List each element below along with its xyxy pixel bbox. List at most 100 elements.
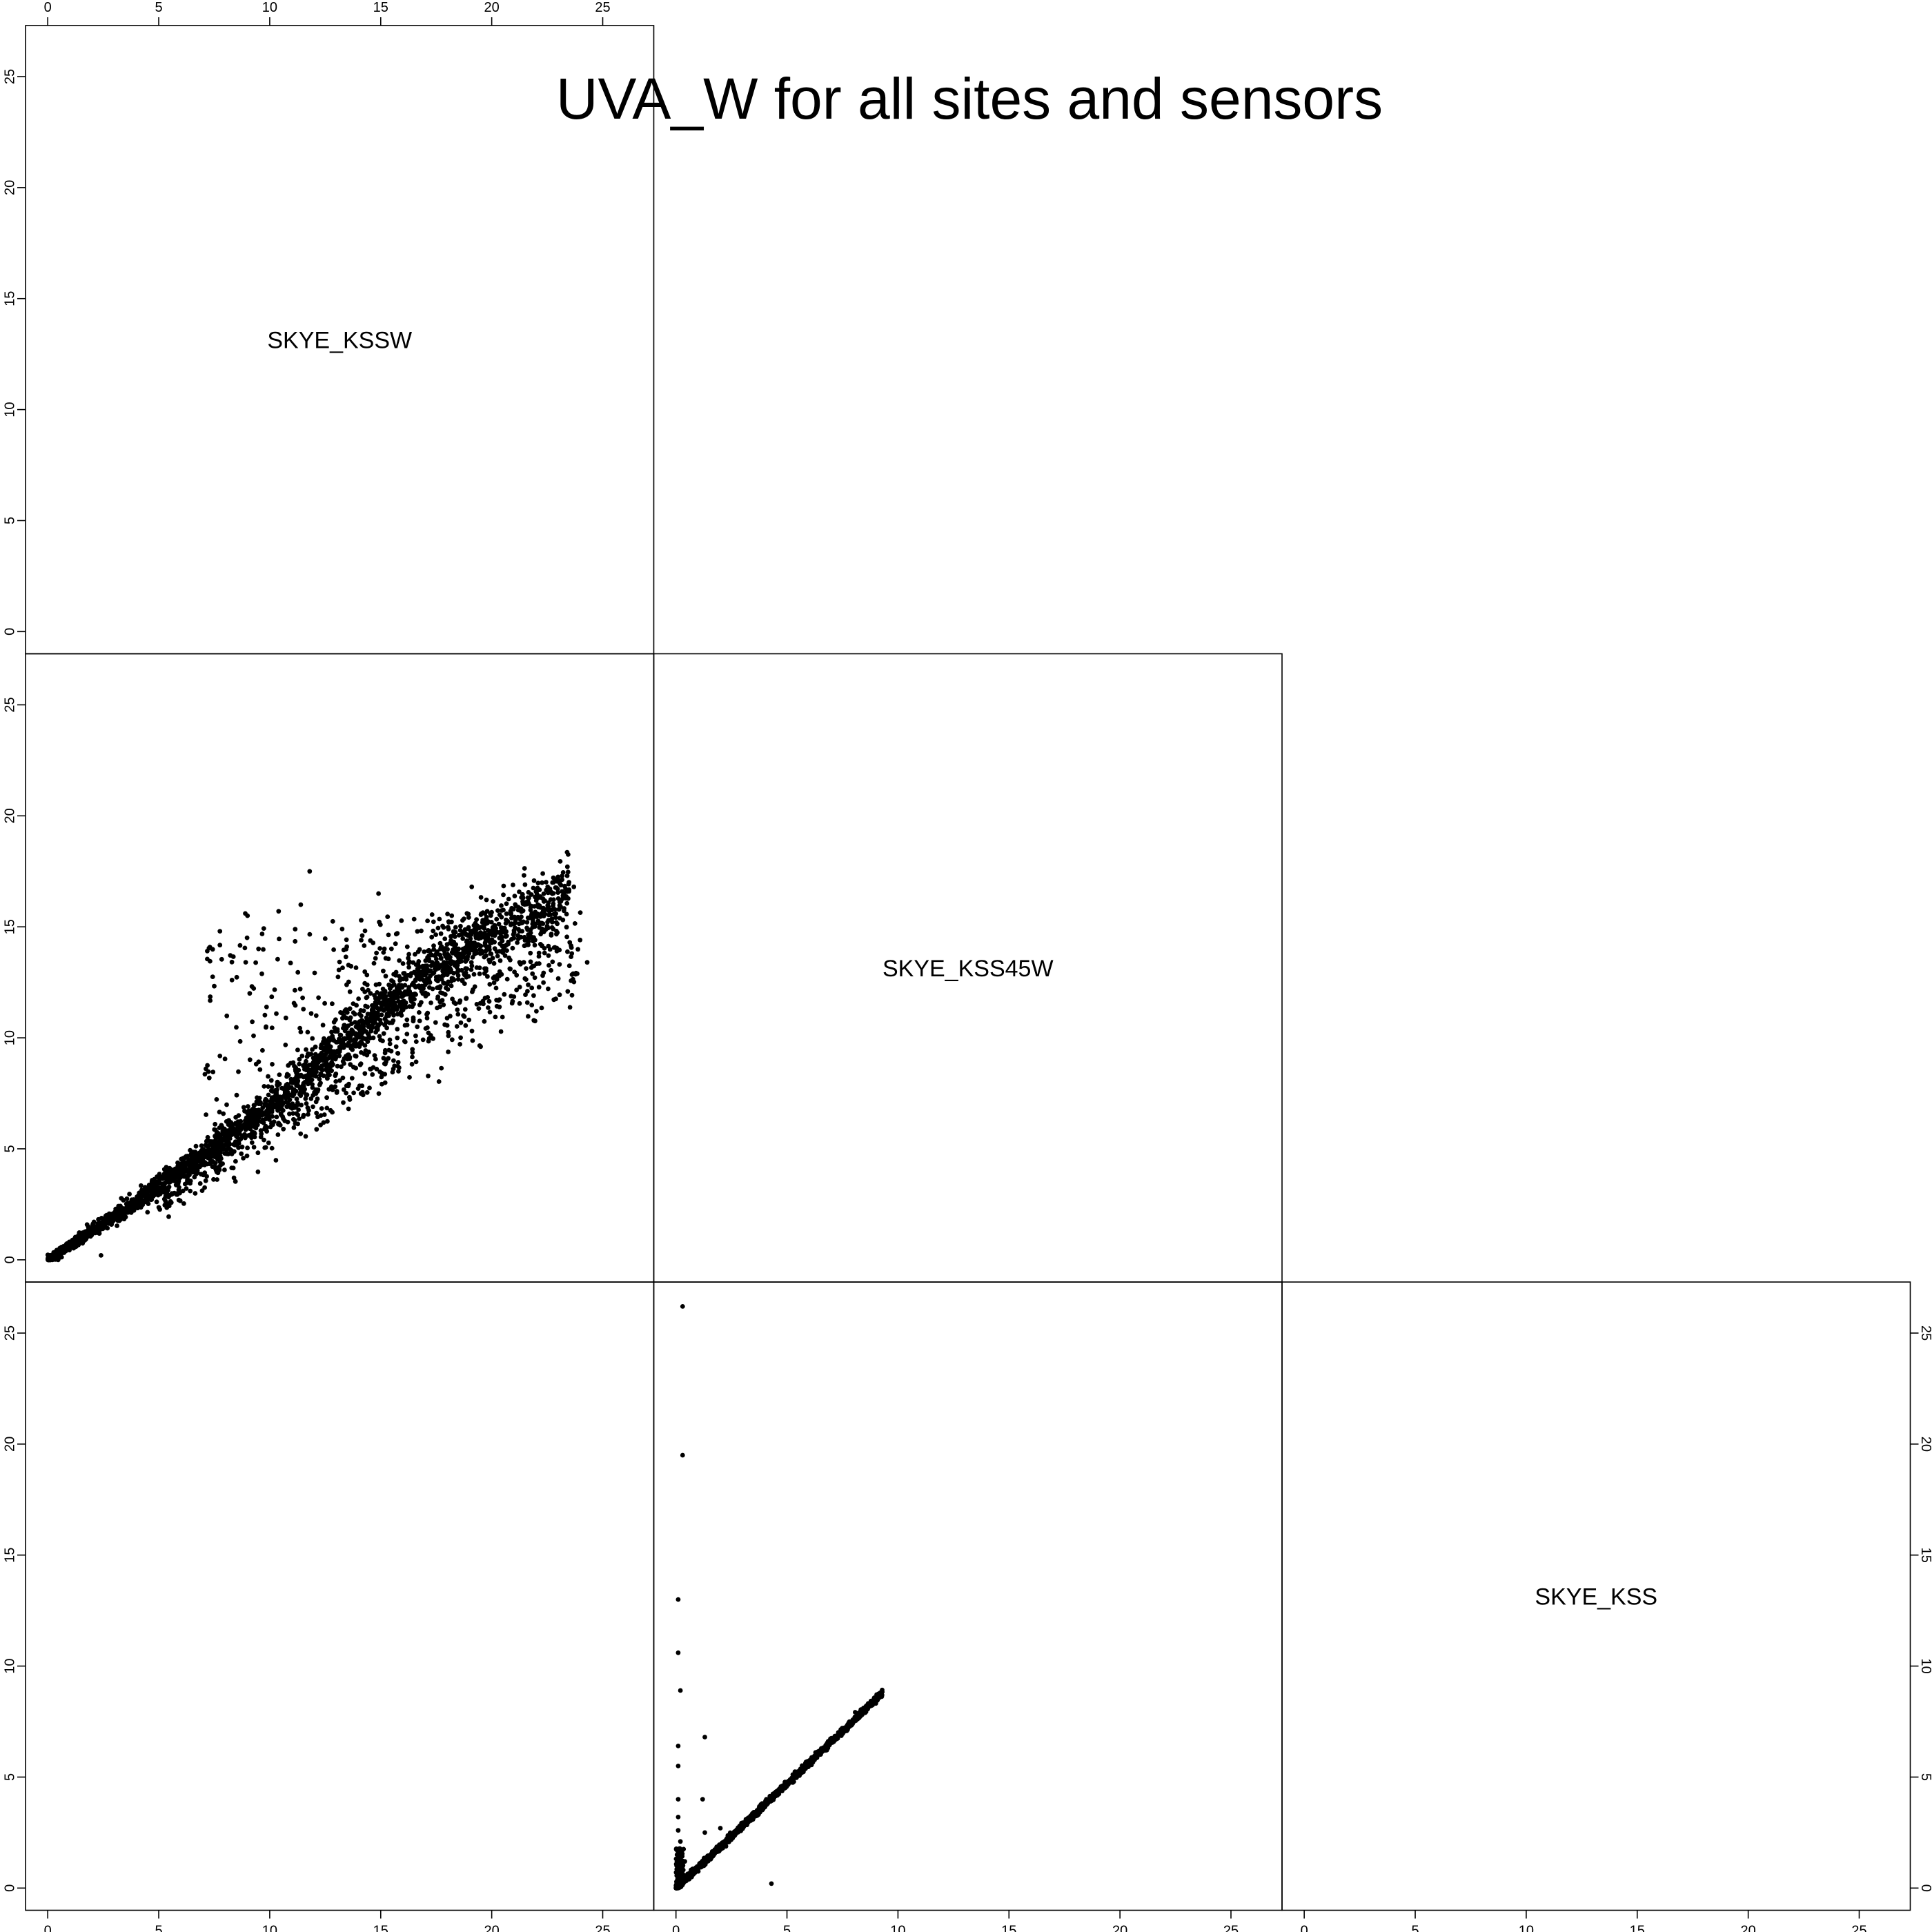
point-r3-c2-4714 <box>754 1810 760 1815</box>
point-r2-c1-2677 <box>569 992 575 998</box>
point-r2-c1-2949 <box>299 1103 304 1107</box>
point-r2-c1-1590 <box>560 889 564 894</box>
point-r2-c1-2798 <box>518 962 523 967</box>
point-r2-c1-2777 <box>314 1110 319 1116</box>
point-r3-c2-4818 <box>832 1733 838 1739</box>
point-r2-c1-228 <box>139 1183 144 1188</box>
point-r2-c1-1421 <box>499 914 504 920</box>
point-r2-c1-244 <box>497 958 503 963</box>
point-r2-c1-2797 <box>377 1070 382 1074</box>
point-r2-c1-2995 <box>542 950 547 956</box>
point-r2-c1-3175 <box>277 936 282 942</box>
point-r2-c1-2000 <box>504 901 509 907</box>
point-r2-c1-2940 <box>269 1145 275 1151</box>
point-r2-c1-3296 <box>234 1092 239 1098</box>
point-r2-c1-2509 <box>296 1083 301 1089</box>
point-r2-c1-1357 <box>529 892 534 897</box>
point-r2-c1-3165 <box>293 938 298 944</box>
point-r2-c1-1379 <box>564 864 570 869</box>
point-r2-c1-2858 <box>319 1106 324 1111</box>
point-r2-c1-3050 <box>344 937 349 943</box>
point-r2-c1-2911 <box>497 1004 502 1009</box>
point-r2-c1-2988 <box>318 1113 324 1118</box>
point-r2-c1-2002 <box>168 1179 172 1183</box>
point-r2-c1-3281 <box>359 938 364 943</box>
point-r2-c1-2938 <box>536 950 542 956</box>
point-r2-c1-1347 <box>266 1084 271 1089</box>
point-r2-c1-2859 <box>557 962 562 967</box>
point-r3-c2-4791 <box>880 1689 885 1695</box>
point-r2-c1-3086 <box>330 918 335 924</box>
point-r2-c1-2897 <box>312 1090 317 1095</box>
point-r2-c1-2663 <box>531 993 536 998</box>
point-r2-c1-1697 <box>154 1199 159 1205</box>
x-tick-label-bottom-c1-0: 0 <box>44 1924 52 1932</box>
point-r2-c1-2232 <box>541 905 546 911</box>
point-r2-c1-2352 <box>549 916 555 921</box>
point-r2-c1-258 <box>290 1111 295 1116</box>
point-r2-c1-3178 <box>482 933 488 938</box>
point-r2-c1-2605 <box>407 1075 412 1080</box>
point-r2-c1-2956 <box>244 1153 250 1159</box>
point-r2-c1-3313 <box>276 909 282 914</box>
point-r2-c1-1909 <box>539 943 544 949</box>
point-r2-c1-2755 <box>266 1140 271 1145</box>
point-r2-c1-325 <box>337 1078 342 1083</box>
point-r2-c1-2599 <box>46 1257 51 1263</box>
point-r2-c1-2844 <box>333 1073 338 1078</box>
point-r2-c1-2853 <box>541 980 546 985</box>
point-r2-c1-1920 <box>457 959 462 965</box>
point-r2-c1-2845 <box>410 1050 415 1055</box>
point-r2-c1-3324 <box>247 991 253 996</box>
point-r2-c1-2824 <box>381 1056 386 1061</box>
point-r2-c1-1987 <box>535 892 540 898</box>
point-r2-c1-3257 <box>234 974 239 980</box>
point-r2-c1-2996 <box>491 976 496 980</box>
point-r2-c1-3219 <box>307 1052 313 1057</box>
point-r2-c1-3266 <box>226 1130 231 1135</box>
point-r2-c1-3006 <box>303 1134 308 1139</box>
point-r2-c1-158 <box>335 1063 340 1069</box>
point-r2-c1-2419 <box>440 991 445 996</box>
point-r2-c1-3169 <box>452 934 457 939</box>
point-r2-c1-2510 <box>146 1196 151 1201</box>
point-r2-c1-2967 <box>162 1189 167 1194</box>
point-r3-c2-4776 <box>743 1818 749 1823</box>
point-r2-c1-1728 <box>462 916 466 921</box>
point-r2-c1-2426 <box>79 1237 83 1242</box>
x-tick-label-bottom-c3-20: 20 <box>1741 1924 1756 1932</box>
point-r2-c1-3111 <box>274 1011 279 1016</box>
point-r2-c1-2582 <box>314 1070 319 1074</box>
point-r2-c1-3022 <box>393 1044 399 1049</box>
point-r2-c1-3254 <box>438 946 443 952</box>
point-r2-c1-3032 <box>235 1143 240 1148</box>
point-r2-c1-2716 <box>493 985 499 991</box>
point-r2-c1-2061 <box>262 1084 267 1089</box>
point-r2-c1-2779 <box>322 1112 327 1117</box>
point-r2-c1-3010 <box>557 947 562 953</box>
point-r2-c1-3287 <box>415 929 420 934</box>
point-r2-c1-2601 <box>213 1152 218 1157</box>
point-r2-c1-2922 <box>327 1067 333 1073</box>
point-r2-c1-2396 <box>106 1216 111 1222</box>
point-r2-c1-2706 <box>258 1128 264 1133</box>
point-r2-c1-2320 <box>344 1007 348 1012</box>
point-r2-c1-3036 <box>166 1203 172 1209</box>
point-r2-c1-2654 <box>351 1090 356 1096</box>
point-r3-c2-4786 <box>780 1784 785 1790</box>
point-r2-c1-3269 <box>373 956 378 961</box>
point-r2-c1-2868 <box>569 945 574 950</box>
point-r2-c1-2604 <box>466 1017 472 1023</box>
point-r2-c1-2451 <box>54 1252 59 1257</box>
point-r2-c1-2963 <box>486 1005 491 1010</box>
point-r2-c1-2876 <box>531 1018 537 1023</box>
point-r2-c1-3181 <box>445 911 450 916</box>
point-r2-c1-2559 <box>88 1232 93 1236</box>
point-r2-c1-3322 <box>99 1253 103 1258</box>
point-r2-c1-2833 <box>340 1075 346 1081</box>
point-r2-c1-3137 <box>243 960 248 965</box>
point-r2-c1-3210 <box>477 943 482 948</box>
point-r3-c2-4823 <box>846 1721 851 1726</box>
point-r2-c1-2765 <box>156 1205 161 1210</box>
